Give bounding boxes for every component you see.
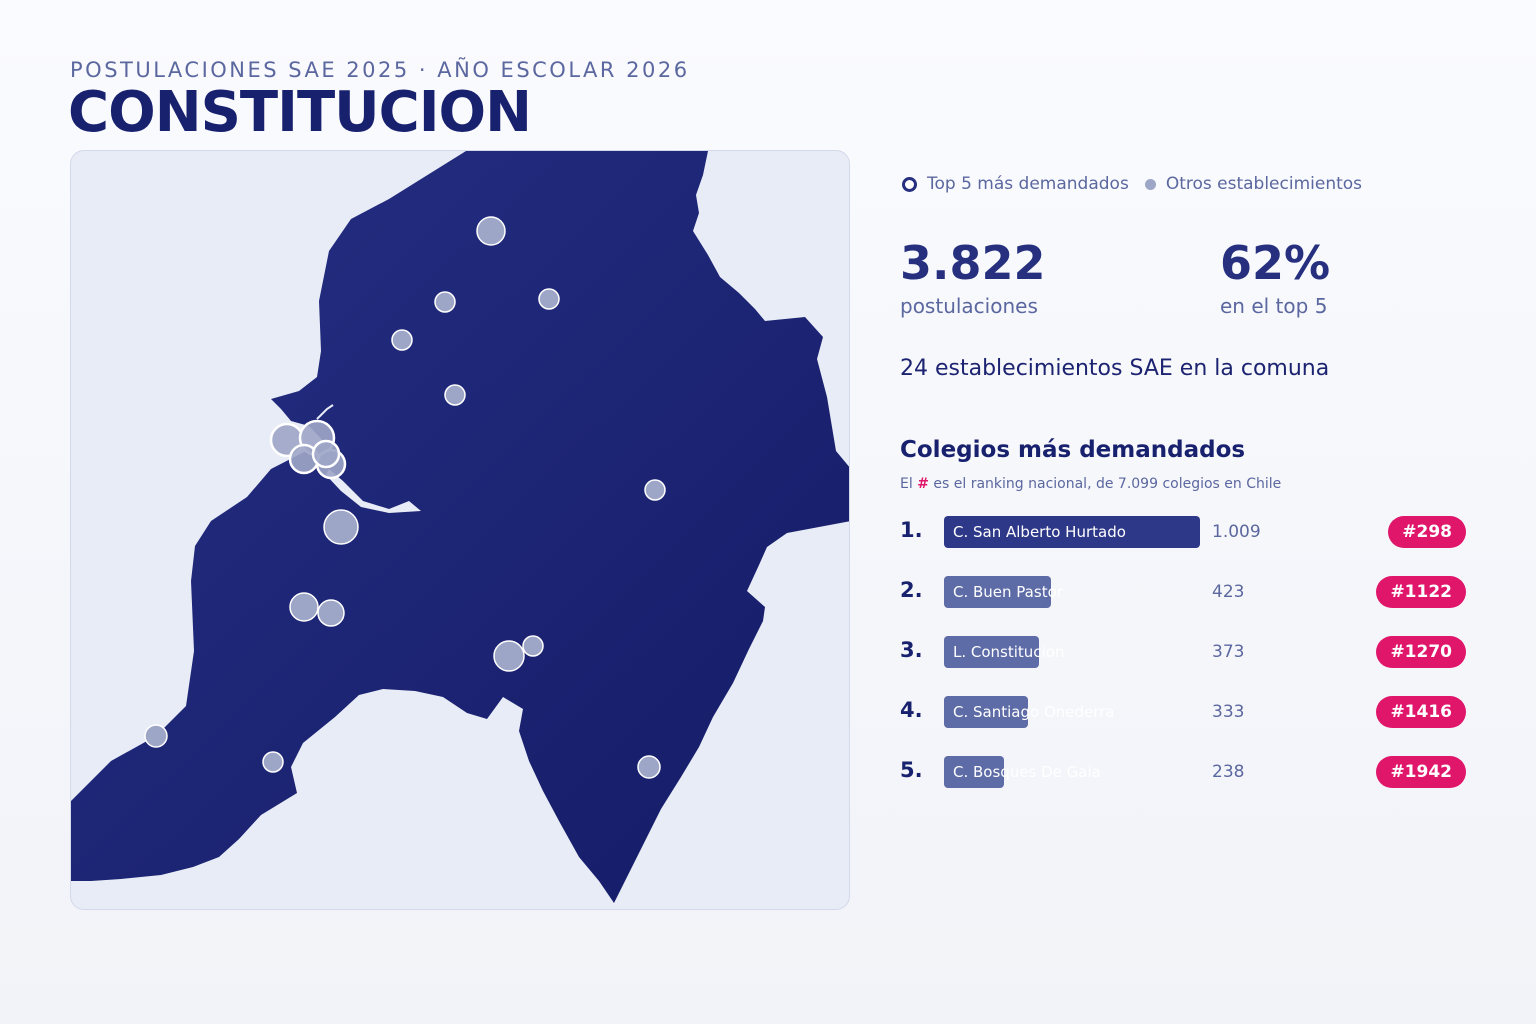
school-marker[interactable] [434,291,456,313]
national-rank-badge: #1942 [1376,756,1466,788]
ranking-title: Colegios más demandados [900,437,1246,463]
applications-count: 373 [1212,642,1245,662]
school-name: C. Bosques De Gaia [953,763,1101,781]
coastal-notch [316,404,334,420]
top5-share-label: en el top 5 [1220,294,1328,318]
school-marker[interactable] [323,509,359,545]
establishments-count: 24 establecimientos SAE en la comuna [900,356,1330,381]
applications-label: postulaciones [900,294,1038,318]
school-marker[interactable] [538,288,560,310]
school-marker[interactable] [391,329,413,351]
top5-share-stat: 62% en el top 5 [1220,240,1330,318]
applications-bar [944,576,1051,608]
school-name: C. Santiago Onederra [953,703,1115,721]
school-marker[interactable] [522,635,544,657]
ranking-note-prefix: El [900,476,913,492]
school-marker[interactable] [444,384,466,406]
other-marker-icon [1144,178,1156,190]
applications-bar [944,636,1039,668]
school-marker[interactable] [289,592,319,622]
top5-school-marker[interactable] [311,439,341,469]
ranking-note-hash: # [917,476,929,492]
school-marker[interactable] [644,479,666,501]
rank-position: 5. [900,758,923,782]
applications-count: 423 [1212,582,1245,602]
page-subtitle: POSTULACIONES SAE 2025 · AÑO ESCOLAR 202… [70,58,690,82]
school-name: C. Buen Pastor [953,583,1063,601]
top5-share-value: 62% [1220,236,1331,290]
applications-count: 238 [1212,762,1245,782]
ranking-row-4[interactable]: 4. C. Santiago Onederra 333 #1416 [900,695,1470,729]
commune-map[interactable] [70,150,850,910]
applications-bar [944,516,1200,548]
rank-position: 1. [900,518,923,542]
rank-position: 2. [900,578,923,602]
school-marker[interactable] [493,640,525,672]
school-markers [144,216,666,779]
school-marker[interactable] [476,216,506,246]
applications-bar [944,756,1004,788]
school-name: C. San Alberto Hurtado [953,523,1126,541]
legend-top5-label: Top 5 más demandados [927,174,1129,194]
national-rank-badge: #1416 [1376,696,1466,728]
ranking-row-1[interactable]: 1. C. San Alberto Hurtado 1.009 #298 [900,515,1470,549]
legend-others-label: Otros establecimientos [1165,174,1363,194]
ranking-note-suffix: es el ranking nacional, de 7.099 colegio… [933,476,1282,492]
national-rank-badge: #298 [1388,516,1466,548]
school-name: L. Constitucion [953,643,1065,661]
river-channel [326,469,421,513]
rank-position: 4. [900,698,923,722]
page-title: CONSTITUCION [68,80,532,145]
commune-map-svg [71,151,849,903]
national-rank-badge: #1122 [1376,576,1466,608]
ranking-row-5[interactable]: 5. C. Bosques De Gaia 238 #1942 [900,755,1470,789]
school-marker[interactable] [144,724,168,748]
applications-count: 333 [1212,702,1245,722]
applications-count: 1.009 [1212,522,1261,542]
applications-value: 3.822 [900,236,1046,290]
rank-position: 3. [900,638,923,662]
national-rank-badge: #1270 [1376,636,1466,668]
ranking-row-3[interactable]: 3. L. Constitucion 373 #1270 [900,635,1470,669]
ranking-note: El # es el ranking nacional, de 7.099 co… [900,476,1281,492]
map-legend: Top 5 más demandados Otros establecimien… [902,174,1362,194]
top5-marker-icon [902,176,917,192]
school-marker[interactable] [317,599,345,627]
applications-stat: 3.822 postulaciones [900,240,1046,318]
commune-shape [71,151,849,903]
applications-bar [944,696,1028,728]
ranking-row-2[interactable]: 2. C. Buen Pastor 423 #1122 [900,575,1470,609]
school-marker[interactable] [637,755,661,779]
school-marker[interactable] [262,751,284,773]
